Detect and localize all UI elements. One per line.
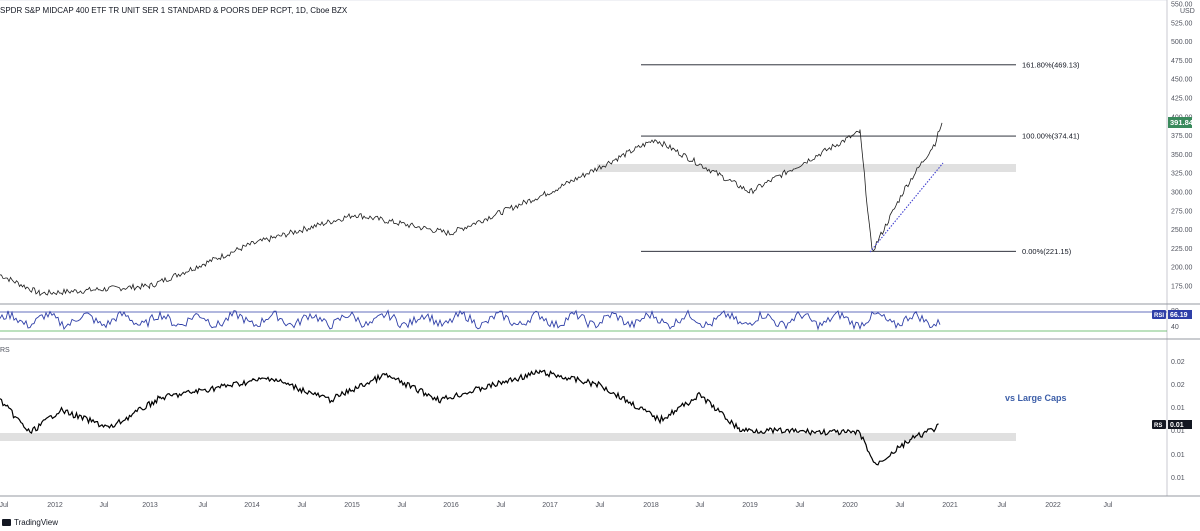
- time-tick-label: 2015: [344, 502, 360, 509]
- price-tick-label: 375.00: [1171, 133, 1193, 140]
- fibonacci-levels[interactable]: 161.80%(469.13) 100.00%(374.41) 0.00%(221.…: [641, 60, 1080, 256]
- currency-label: USD: [1180, 8, 1195, 15]
- time-tick-label: Jul: [696, 502, 705, 509]
- time-tick-label: Jul: [0, 502, 9, 509]
- rsi-series-line: [0, 309, 941, 331]
- time-axis[interactable]: Jul 2012 Jul 2013 Jul 2014 Jul 2015 Jul 2016 Jul 20…: [0, 502, 1113, 509]
- time-tick-label: 2021: [942, 502, 958, 509]
- price-tick-label: 450.00: [1171, 77, 1193, 84]
- rs-tick-label: 0.01: [1171, 405, 1185, 412]
- rs-tick-label: 0.01: [1171, 452, 1185, 459]
- rs-series-line: [0, 369, 939, 466]
- time-tick-label: 2016: [443, 502, 459, 509]
- fib-level-label: 161.80%(469.13): [1022, 60, 1080, 69]
- tradingview-logo[interactable]: TradingView: [2, 518, 58, 527]
- rsi-tick-label: 40: [1171, 324, 1179, 331]
- trend-line[interactable]: [869, 162, 944, 253]
- rs-tick-label: 0.01: [1171, 475, 1185, 482]
- rs-value-tag: RS 0.01: [1152, 420, 1192, 429]
- price-tick-label: 500.00: [1171, 39, 1193, 46]
- price-tick-label: 550.00: [1171, 2, 1193, 9]
- time-tick-label: 2020: [842, 502, 858, 509]
- rs-tick-label: 0.02: [1171, 359, 1185, 366]
- rsi-tag-value: 66.19: [1170, 312, 1188, 319]
- time-tick-label: Jul: [1104, 502, 1113, 509]
- price-tick-label: 525.00: [1171, 20, 1193, 27]
- rs-axis[interactable]: 0.020.020.010.010.010.01: [1171, 359, 1185, 482]
- rs-tick-label: 0.01: [1171, 428, 1185, 435]
- time-tick-label: Jul: [796, 502, 805, 509]
- time-tick-label: 2018: [643, 502, 659, 509]
- rsi-tag-label: RSI: [1154, 313, 1164, 319]
- time-tick-label: Jul: [100, 502, 109, 509]
- price-axis[interactable]: 550.00525.00500.00475.00450.00425.00400.…: [1171, 2, 1193, 291]
- rs-tick-label: 0.02: [1171, 382, 1185, 389]
- time-tick-label: 2017: [542, 502, 558, 509]
- last-price-tag: 391.84: [1168, 117, 1194, 128]
- resistance-zone: [597, 164, 1016, 172]
- price-tick-label: 250.00: [1171, 227, 1193, 234]
- time-tick-label: Jul: [896, 502, 905, 509]
- time-tick-label: Jul: [199, 502, 208, 509]
- time-tick-label: Jul: [298, 502, 307, 509]
- price-tick-label: 175.00: [1171, 284, 1193, 291]
- time-tick-label: 2019: [742, 502, 758, 509]
- tradingview-logo-icon: [2, 519, 11, 526]
- rs-support-zone: [0, 433, 1016, 441]
- last-price-value: 391.84: [1170, 118, 1194, 127]
- time-tick-label: 2014: [244, 502, 260, 509]
- time-tick-label: Jul: [497, 502, 506, 509]
- rsi-value-tag: RSI 66.19: [1152, 310, 1192, 319]
- tradingview-brand-text: TradingView: [14, 518, 59, 527]
- price-tick-label: 325.00: [1171, 171, 1193, 178]
- price-tick-label: 425.00: [1171, 96, 1193, 103]
- time-tick-label: 2022: [1045, 502, 1061, 509]
- price-tick-label: 275.00: [1171, 208, 1193, 215]
- rs-pane-label: RS: [0, 347, 10, 354]
- price-tick-label: 225.00: [1171, 246, 1193, 253]
- time-tick-label: 2013: [142, 502, 158, 509]
- time-tick-label: Jul: [398, 502, 407, 509]
- price-tick-label: 475.00: [1171, 58, 1193, 65]
- price-series-line: [0, 122, 943, 297]
- time-tick-label: Jul: [596, 502, 605, 509]
- price-tick-label: 350.00: [1171, 152, 1193, 159]
- vs-large-caps-annotation: vs Large Caps: [1005, 393, 1067, 403]
- chart-title: SPDR S&P MIDCAP 400 ETF TR UNIT SER 1 ST…: [0, 6, 348, 15]
- time-tick-label: Jul: [998, 502, 1007, 509]
- fib-level-label: 0.00%(221.15): [1022, 247, 1072, 256]
- fib-level-label: 100.00%(374.41): [1022, 132, 1080, 141]
- rs-tag-value: 0.01: [1170, 422, 1184, 429]
- price-tick-label: 300.00: [1171, 190, 1193, 197]
- price-tick-label: 200.00: [1171, 265, 1193, 272]
- time-tick-label: 2012: [47, 502, 63, 509]
- rs-tag-label: RS: [1154, 423, 1162, 429]
